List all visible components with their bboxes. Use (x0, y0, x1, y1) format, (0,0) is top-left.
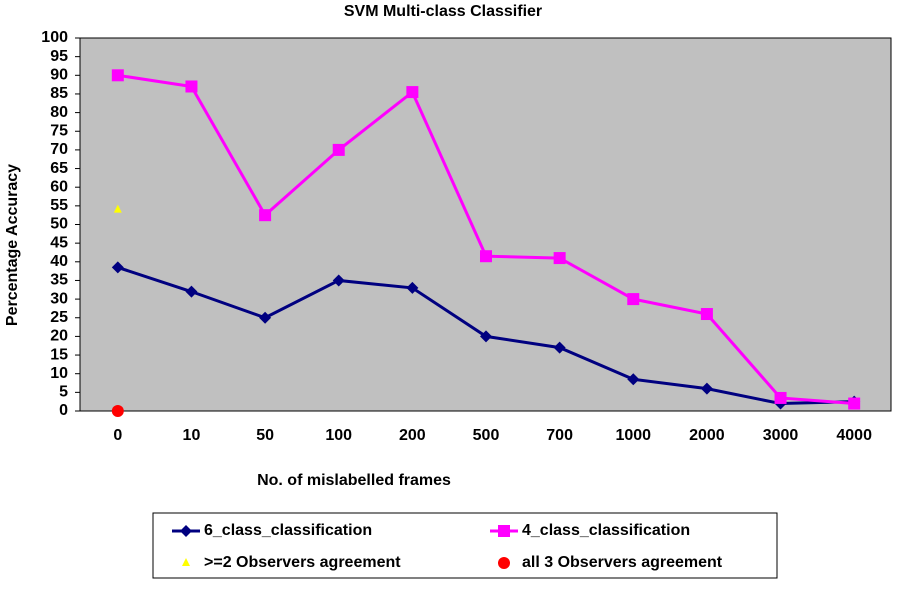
y-tick-label: 5 (59, 384, 68, 401)
x-tick-label: 200 (399, 427, 426, 444)
chart-title: SVM Multi-class Classifier (344, 3, 542, 20)
x-tick-label: 1000 (615, 427, 651, 444)
data-point (700, 308, 713, 321)
data-point (113, 204, 122, 213)
y-tick-label: 50 (50, 216, 68, 233)
data-point (111, 69, 124, 82)
plot-area (79, 37, 892, 412)
y-tick-label: 30 (50, 290, 68, 307)
data-point (774, 391, 787, 404)
x-tick-label: 100 (325, 427, 352, 444)
y-tick-label: 90 (50, 67, 68, 84)
y-tick-label: 35 (50, 272, 68, 289)
x-tick-label: 3000 (763, 427, 799, 444)
y-tick-label: 0 (59, 402, 68, 419)
x-tick-label: 4000 (836, 427, 872, 444)
data-point (480, 330, 492, 343)
y-tick-label: 100 (41, 29, 68, 46)
y-tick-label: 55 (50, 197, 68, 214)
legend-marker (498, 557, 510, 569)
legend-label: 6_class_classification (204, 522, 372, 539)
x-tick-label: 50 (256, 427, 274, 444)
y-tick-label: 80 (50, 104, 68, 121)
x-tick-label: 2000 (689, 427, 725, 444)
data-point (406, 281, 419, 294)
x-axis-label: No. of mislabelled frames (257, 472, 451, 489)
legend-marker (182, 558, 190, 566)
y-tick-label: 85 (50, 85, 68, 102)
data-point (259, 311, 272, 324)
x-tick-label: 10 (183, 427, 201, 444)
y-tick-label: 95 (50, 48, 68, 65)
y-tick-label: 15 (50, 346, 68, 363)
data-point (700, 382, 713, 395)
legend-marker (180, 525, 192, 537)
data-point (848, 397, 861, 410)
data-point (332, 143, 345, 156)
data-point (259, 209, 272, 222)
y-tick-label: 25 (50, 309, 68, 326)
y-tick-label: 10 (50, 365, 68, 382)
x-tick-label: 0 (113, 427, 122, 444)
data-point (111, 261, 124, 274)
y-tick-label: 45 (50, 234, 68, 251)
y-axis-label: Percentage Accuracy (4, 164, 21, 326)
legend-label: 4_class_classification (522, 522, 690, 539)
legend-label: all 3 Observers agreement (522, 554, 723, 571)
y-tick-label: 70 (50, 141, 68, 158)
x-tick-label: 700 (546, 427, 573, 444)
y-tick-label: 60 (50, 178, 68, 195)
data-point (553, 341, 566, 354)
data-point (185, 80, 198, 93)
y-tick-label: 65 (50, 160, 68, 177)
data-point (185, 285, 198, 298)
data-point (332, 274, 345, 287)
y-tick-label: 75 (50, 122, 68, 139)
x-tick-label: 500 (473, 427, 500, 444)
data-point (553, 252, 566, 265)
legend-label: >=2 Observers agreement (204, 554, 401, 571)
data-point (480, 250, 492, 263)
data-point (627, 373, 640, 386)
data-point (111, 405, 124, 417)
legend-box (152, 512, 778, 579)
data-point (627, 293, 640, 306)
y-tick-label: 40 (50, 253, 68, 270)
legend-marker (498, 525, 510, 537)
y-tick-label: 20 (50, 328, 68, 345)
data-point (406, 86, 419, 99)
